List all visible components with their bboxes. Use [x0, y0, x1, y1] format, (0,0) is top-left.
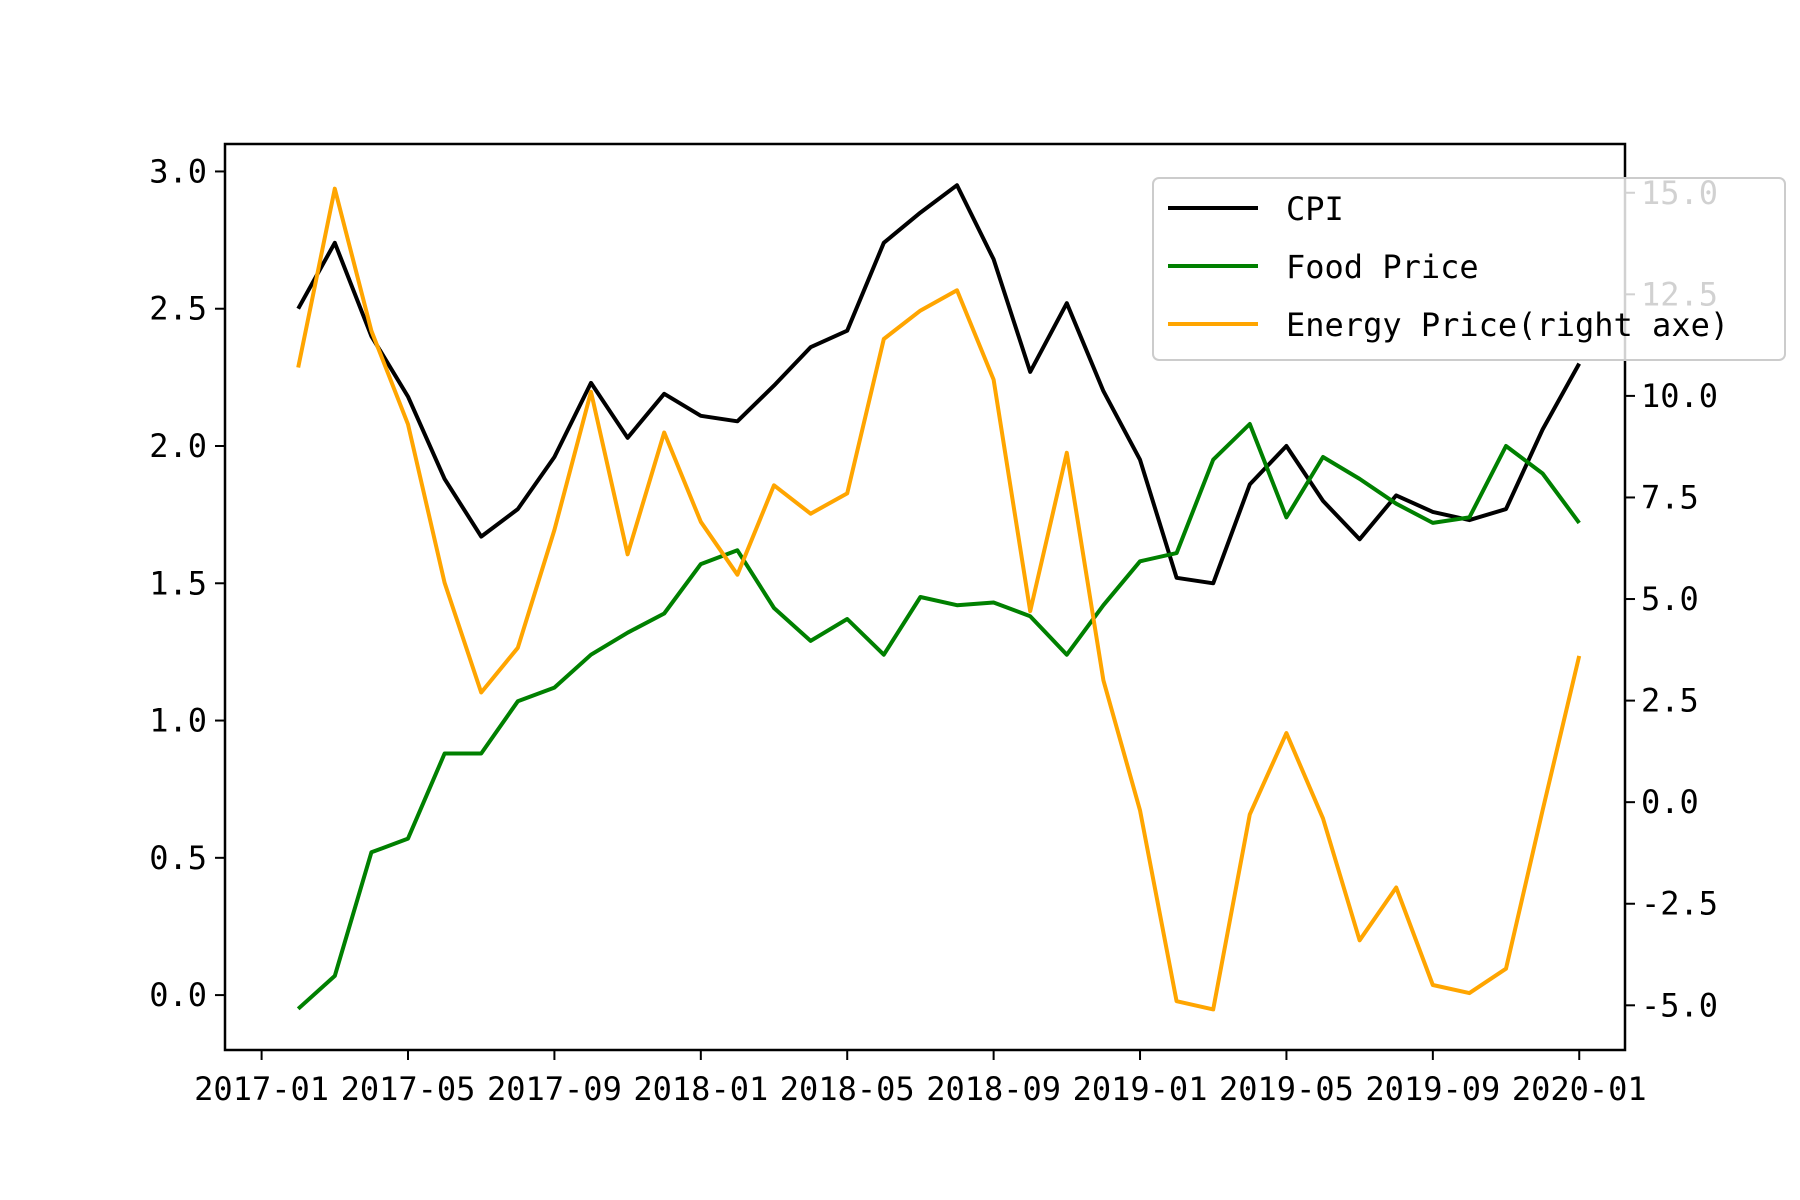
y2-tick-label: 0.0	[1641, 783, 1699, 821]
x-tick-label: 2020-01	[1512, 1070, 1647, 1108]
x-tick-label: 2018-09	[926, 1070, 1061, 1108]
y-tick-label: 2.0	[149, 427, 207, 465]
x-tick-label: 2019-05	[1219, 1070, 1354, 1108]
y-tick-label: 2.5	[149, 290, 207, 328]
series-line-food-price	[296, 422, 1581, 1011]
x-tick-label: 2018-05	[780, 1070, 915, 1108]
x-tick-label: 2017-05	[341, 1070, 476, 1108]
y2-tick-label: 5.0	[1641, 580, 1699, 618]
y-tick-label: 3.0	[149, 152, 207, 190]
left-axis: 0.0 0.5 1.0 1.5 2.0 2.5 3.0	[149, 152, 225, 1014]
legend-box	[1152, 177, 1786, 361]
x-tick-label: 2017-01	[194, 1070, 329, 1108]
legend-label-cpi: CPI	[1286, 190, 1344, 228]
legend-label-food-price: Food Price	[1286, 248, 1479, 286]
y2-tick-label: 2.5	[1641, 682, 1699, 720]
x-tick-label: 2017-09	[487, 1070, 622, 1108]
x-tick-label: 2019-09	[1365, 1070, 1500, 1108]
y-tick-label: 1.0	[149, 702, 207, 740]
x-axis: 2017-01 2017-05 2017-09 2018-01 2018-05 2018-…	[194, 1050, 1647, 1108]
x-tick-label: 2019-01	[1073, 1070, 1208, 1108]
y2-tick-label: 10.0	[1641, 377, 1718, 415]
series-line-cpi	[296, 183, 1581, 586]
legend: CPI Food Price Energy Price(right axe)	[1152, 177, 1786, 361]
y2-tick-label: -5.0	[1641, 986, 1718, 1024]
y-tick-label: 0.5	[149, 839, 207, 877]
legend-label-energy-price: Energy Price(right axe)	[1286, 306, 1729, 344]
x-tick-label: 2018-01	[633, 1070, 768, 1108]
series-line-energy-price-right-axe	[296, 186, 1582, 1012]
y2-tick-label: 7.5	[1641, 478, 1699, 516]
y-tick-label: 1.5	[149, 564, 207, 602]
series-layer	[296, 183, 1582, 1012]
y2-tick-label: -2.5	[1641, 885, 1718, 923]
y-tick-label: 0.0	[149, 976, 207, 1014]
